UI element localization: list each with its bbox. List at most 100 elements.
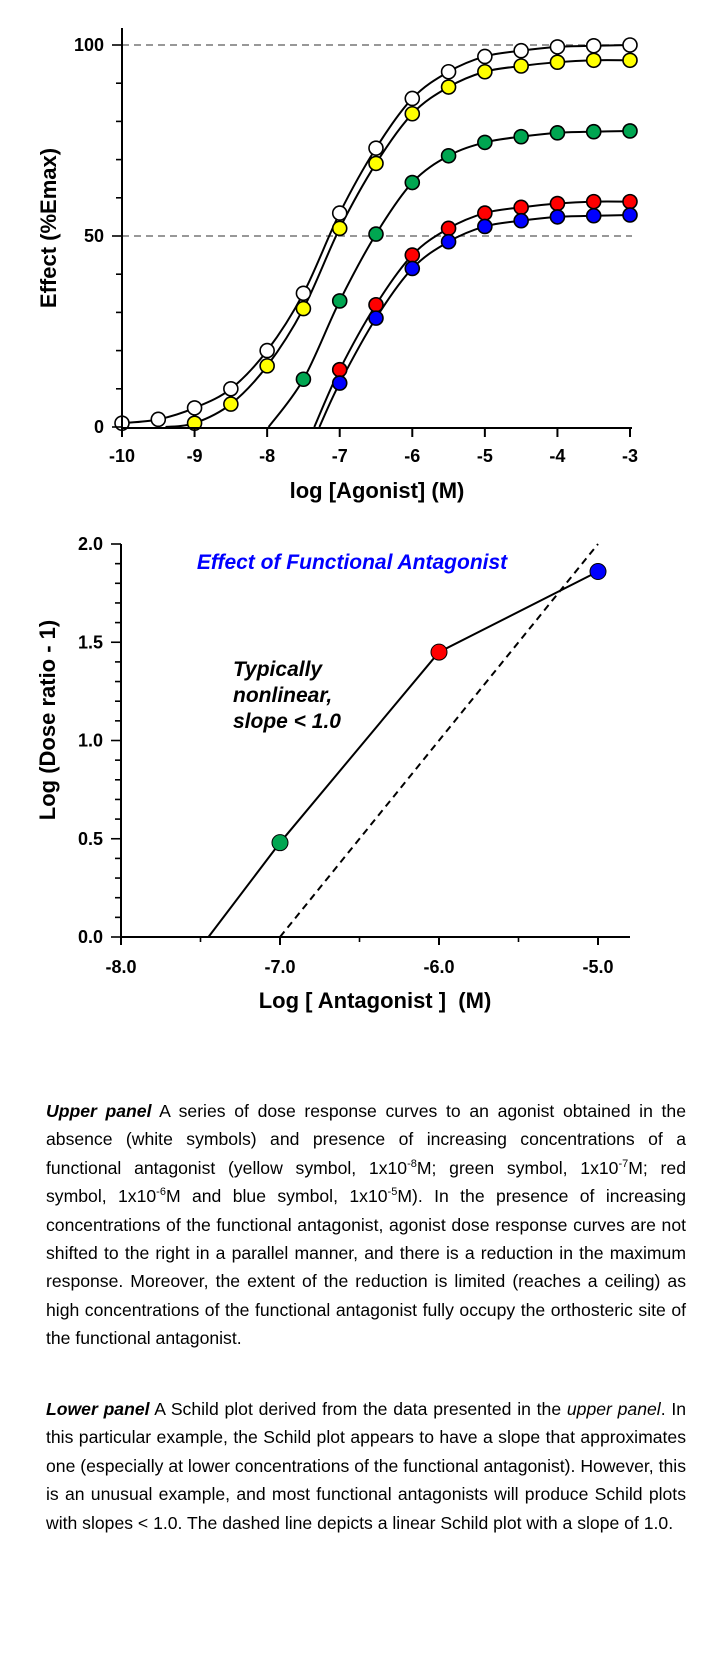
concentration-response-curve <box>313 200 631 428</box>
annotation-line-2: nonlinear, <box>233 684 332 707</box>
data-point <box>477 63 493 80</box>
data-point <box>404 174 421 191</box>
data-point <box>585 193 602 210</box>
x-tick-label: -3 <box>622 446 638 466</box>
data-point <box>549 125 566 141</box>
data-point <box>622 37 638 53</box>
data-point <box>259 342 275 359</box>
data-point <box>331 205 348 221</box>
data-point <box>585 37 602 54</box>
figure: -10 -9 -8 -7 -6 -5 -4 -3 0 50 100 log [Agonist] (M… <box>35 28 638 1013</box>
x-tick-label: -6 <box>404 446 420 466</box>
data-point <box>440 233 457 250</box>
schild-data-point <box>271 834 289 852</box>
concentration-response-curve <box>318 213 631 428</box>
data-point <box>585 123 602 140</box>
y-tick-label: 50 <box>84 226 104 246</box>
x-tick-label: -5 <box>477 446 493 466</box>
y-tick-label: 100 <box>74 35 104 55</box>
data-point <box>295 285 312 302</box>
x-tick-label: -4 <box>549 446 565 466</box>
data-point <box>622 123 638 139</box>
concentration-response-curve <box>267 129 631 428</box>
data-point <box>549 195 566 212</box>
data-point <box>513 199 529 216</box>
caption-upper-exponent: -7 <box>618 1157 629 1170</box>
data-point <box>513 128 529 145</box>
x-tick-label: -8.0 <box>105 957 136 977</box>
data-point <box>223 380 239 397</box>
schild-line <box>207 570 599 938</box>
caption-upper-text: M; red symbol, 1x10 <box>46 1157 686 1207</box>
data-point <box>368 140 384 156</box>
caption-upper-exponent: -8 <box>407 1157 417 1170</box>
data-point <box>622 52 638 69</box>
caption-lower-text: . In this particular example, the Schild… <box>46 1399 687 1533</box>
x-tick-label: -8 <box>259 446 275 466</box>
lower-y-axis-label: Log (Dose ratio - 1) <box>35 620 60 820</box>
x-tick-label: -9 <box>187 446 203 466</box>
data-point <box>295 300 312 317</box>
data-point <box>404 260 421 277</box>
data-point <box>295 371 312 388</box>
lower-x-axis-label: Log [ Antagonist ] (M) <box>259 988 492 1013</box>
y-tick-label: 0 <box>94 417 104 437</box>
data-point <box>259 358 275 374</box>
data-point <box>331 361 348 378</box>
data-point <box>186 400 203 416</box>
y-tick-label: 2.0 <box>78 534 103 554</box>
data-point <box>331 293 348 309</box>
y-tick-label: 1.5 <box>78 632 103 652</box>
data-point <box>368 155 384 172</box>
caption-lower-italic: upper panel <box>566 1399 661 1419</box>
data-point <box>585 207 602 224</box>
caption-upper-text: M). In the presence of increasing concen… <box>46 1186 687 1349</box>
data-point <box>404 90 421 107</box>
reference-schild-line <box>279 543 599 938</box>
data-point <box>549 39 566 55</box>
data-point <box>622 207 638 223</box>
caption-lower-text: A Schild plot derived from the data pres… <box>149 1399 567 1419</box>
data-point <box>549 209 566 225</box>
data-point <box>585 52 602 69</box>
data-point <box>331 220 348 237</box>
x-tick-label: -7.0 <box>264 957 295 977</box>
data-point <box>440 220 457 237</box>
x-tick-label: -10 <box>109 446 135 466</box>
data-point <box>368 226 384 242</box>
data-point <box>440 147 457 164</box>
annotation-line-3: slope < 1.0 <box>233 710 341 733</box>
data-point <box>404 247 421 263</box>
data-point <box>404 105 421 122</box>
data-point <box>513 58 529 74</box>
caption-lower: Lower panel A Schild plot derived from t… <box>46 1395 686 1537</box>
caption-upper-text: M and blue symbol, 1x10 <box>165 1186 388 1207</box>
data-point <box>477 134 493 151</box>
data-point <box>440 63 457 80</box>
caption-upper-lead: Upper panel <box>46 1101 152 1121</box>
caption-upper-exponent: -5 <box>387 1186 398 1199</box>
upper-y-axis-label: Effect (%Emax) <box>36 148 61 308</box>
data-point <box>331 375 348 391</box>
upper-chart: -10 -9 -8 -7 -6 -5 -4 -3 0 50 100 log [Agonist] (M… <box>36 28 638 503</box>
data-point <box>150 411 167 428</box>
x-tick-label: -5.0 <box>582 957 613 977</box>
schild-data-point <box>430 643 448 661</box>
data-point <box>368 296 384 313</box>
lower-chart-title: Effect of Functional Antagonist <box>197 551 508 574</box>
caption-upper-exponent: -6 <box>156 1186 166 1199</box>
caption-upper-text: A series of dose response curves to an a… <box>46 1101 686 1178</box>
y-tick-label: 0.5 <box>78 829 103 849</box>
caption-lower-lead: Lower panel <box>46 1399 150 1419</box>
data-point <box>368 310 384 326</box>
schild-data-point <box>589 563 607 581</box>
lower-chart: -8.0 -7.0 -6.0 -5.0 0.0 0.5 1.0 1.5 2.0 Effect o… <box>35 534 630 1013</box>
data-point <box>477 218 493 235</box>
y-tick-label: 0.0 <box>78 927 103 947</box>
y-tick-label: 1.0 <box>78 731 103 751</box>
annotation-line-1: Typically <box>233 658 323 681</box>
data-point <box>440 79 457 95</box>
data-point <box>549 54 566 70</box>
data-point <box>477 205 493 221</box>
data-point <box>513 42 529 59</box>
